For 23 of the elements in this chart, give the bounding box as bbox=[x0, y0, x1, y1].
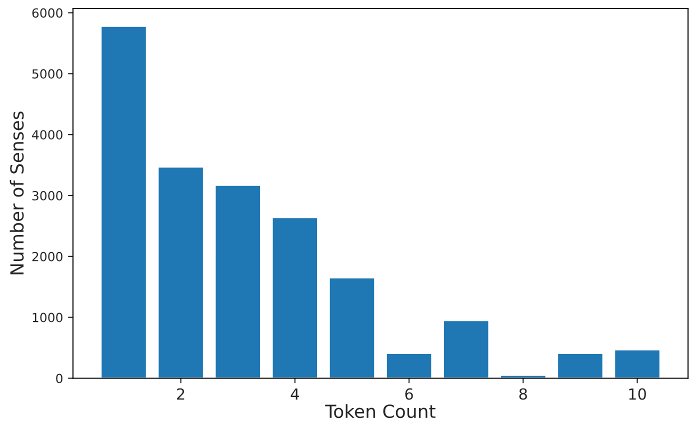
bar bbox=[214, 184, 262, 378]
x-tick-label: 10 bbox=[629, 388, 646, 400]
bar bbox=[442, 320, 490, 378]
x-tick-label: 6 bbox=[405, 388, 413, 400]
bar bbox=[556, 352, 604, 378]
y-tick-label: 0 bbox=[56, 374, 62, 384]
bar bbox=[100, 25, 148, 378]
x-tick-label: 2 bbox=[177, 388, 184, 400]
y-tick-label: 2000 bbox=[32, 252, 62, 262]
y-axis-title: Number of Senses bbox=[10, 112, 24, 274]
y-tick-label: 5000 bbox=[32, 69, 62, 79]
y-tick-label: 4000 bbox=[32, 130, 62, 140]
bar bbox=[386, 352, 433, 378]
bar bbox=[271, 216, 318, 378]
y-tick-label: 3000 bbox=[32, 190, 62, 200]
bar bbox=[614, 348, 661, 378]
x-axis-title: Token Count bbox=[325, 404, 436, 418]
x-tick-label: 8 bbox=[519, 388, 527, 400]
y-tick-label: 1000 bbox=[32, 312, 62, 322]
y-tick-label: 6000 bbox=[32, 8, 62, 18]
x-tick-label: 4 bbox=[290, 388, 299, 400]
bar bbox=[328, 277, 376, 378]
bar bbox=[157, 166, 204, 378]
